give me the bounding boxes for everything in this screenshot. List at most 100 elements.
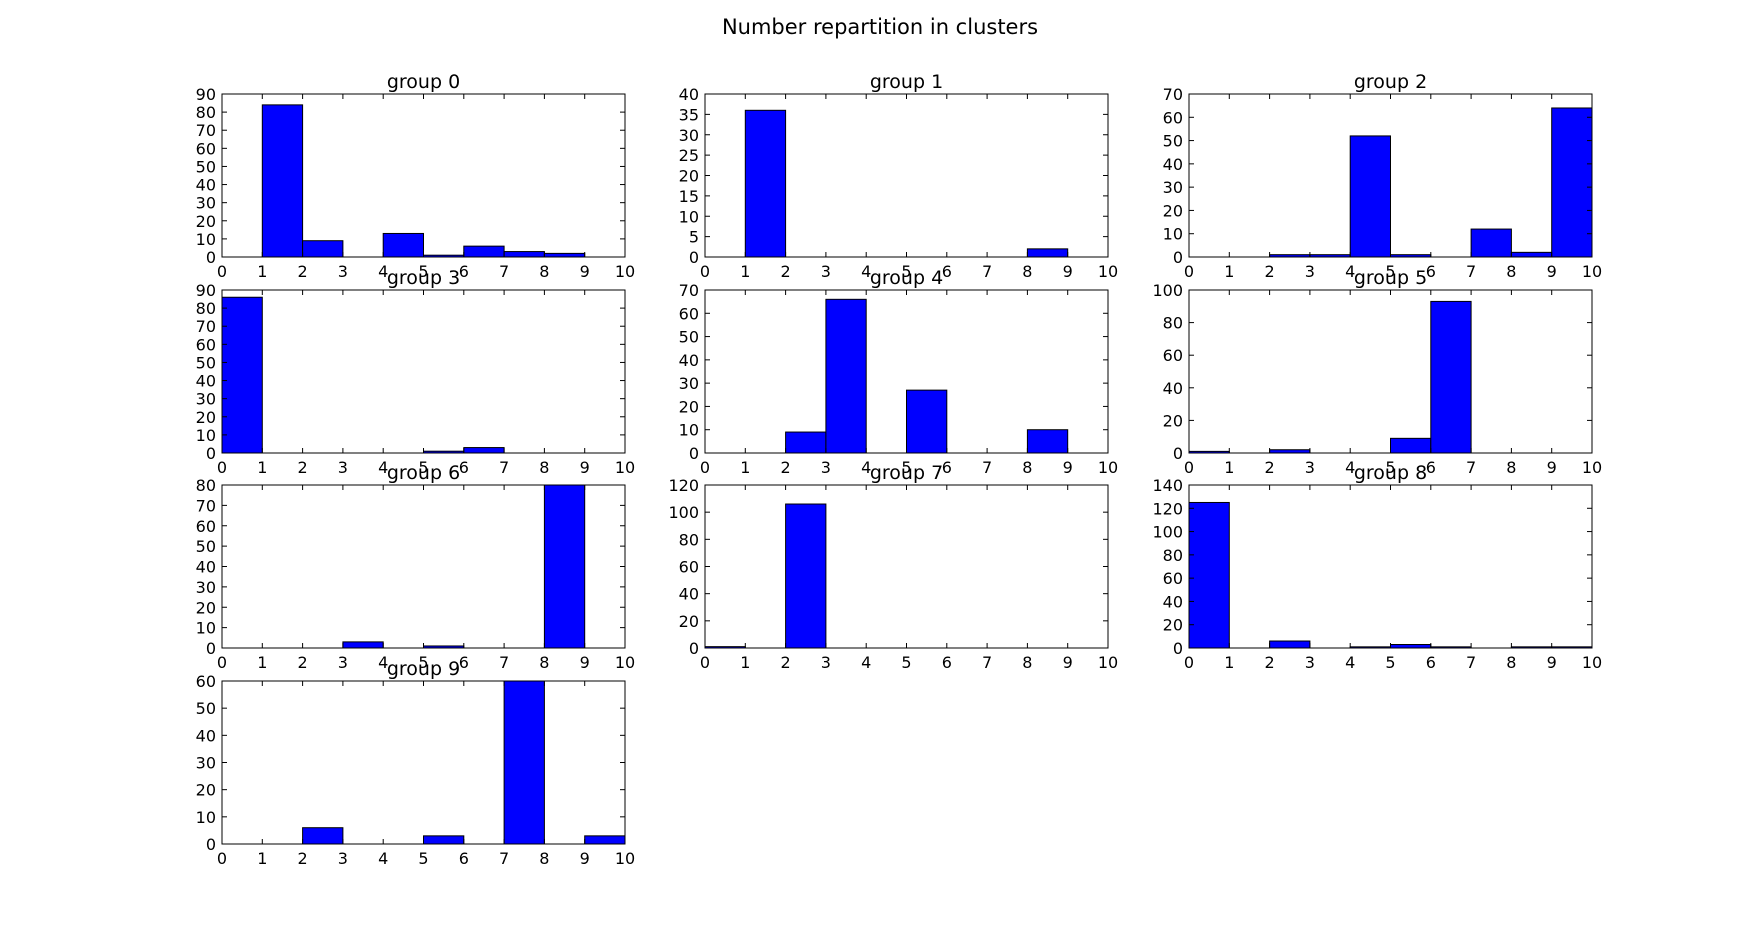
y-tick-label: 40 bbox=[679, 85, 699, 104]
x-tick-label: 4 bbox=[378, 653, 388, 672]
y-tick-label: 30 bbox=[196, 578, 216, 597]
x-tick-label: 9 bbox=[580, 458, 590, 477]
histogram-bar bbox=[744, 109, 787, 258]
y-tick-label: 60 bbox=[196, 335, 216, 354]
x-tick-label: 9 bbox=[1063, 458, 1073, 477]
x-tick-label: 4 bbox=[1345, 262, 1355, 281]
y-tick-label: 60 bbox=[679, 558, 699, 577]
y-tick-label: 20 bbox=[679, 397, 699, 416]
x-tick-label: 6 bbox=[459, 458, 469, 477]
y-tick-label: 20 bbox=[1163, 616, 1183, 635]
x-tick-label: 3 bbox=[1305, 653, 1315, 672]
y-tick-label: 0 bbox=[1173, 639, 1183, 658]
x-tick-label: 7 bbox=[1466, 653, 1476, 672]
x-tick-label: 5 bbox=[1385, 458, 1395, 477]
x-tick-label: 5 bbox=[1385, 653, 1395, 672]
y-tick-label: 50 bbox=[196, 353, 216, 372]
subplot-9: 0 1 2 3 4 5 6 7 8 9 10 0 10 20 30 40 50 60 group 9 bbox=[196, 658, 636, 868]
subplot-title: group 1 bbox=[870, 71, 943, 93]
x-tick-label: 10 bbox=[615, 849, 635, 868]
y-tick-label: 100 bbox=[1152, 523, 1183, 542]
x-tick-label: 7 bbox=[1466, 458, 1476, 477]
x-tick-label: 8 bbox=[539, 653, 549, 672]
y-tick-label: 60 bbox=[196, 517, 216, 536]
x-tick-label: 1 bbox=[257, 849, 267, 868]
histogram-bar bbox=[1390, 644, 1432, 649]
x-tick-label: 2 bbox=[1265, 458, 1275, 477]
x-tick-label: 3 bbox=[1305, 262, 1315, 281]
x-tick-label: 2 bbox=[298, 653, 308, 672]
x-tick-label: 10 bbox=[1098, 458, 1118, 477]
y-tick-label: 50 bbox=[196, 699, 216, 718]
x-tick-label: 9 bbox=[580, 262, 590, 281]
y-tick-label: 10 bbox=[679, 421, 699, 440]
axes-frame bbox=[221, 289, 626, 454]
y-tick-label: 40 bbox=[196, 372, 216, 391]
y-tick-label: 0 bbox=[206, 835, 216, 854]
x-tick-label: 9 bbox=[1063, 653, 1073, 672]
y-tick-label: 40 bbox=[1163, 592, 1183, 611]
y-tick-label: 30 bbox=[679, 126, 699, 145]
x-tick-label: 10 bbox=[1582, 262, 1602, 281]
y-tick-label: 60 bbox=[1163, 108, 1183, 127]
y-tick-label: 30 bbox=[679, 374, 699, 393]
x-tick-label: 10 bbox=[615, 262, 635, 281]
histogram-bar bbox=[825, 298, 867, 454]
y-tick-label: 30 bbox=[196, 390, 216, 409]
x-tick-label: 5 bbox=[418, 458, 428, 477]
x-tick-label: 6 bbox=[459, 262, 469, 281]
histogram-bar bbox=[302, 827, 344, 845]
y-tick-label: 20 bbox=[1163, 411, 1183, 430]
x-tick-label: 0 bbox=[700, 458, 710, 477]
y-tick-label: 100 bbox=[1152, 281, 1183, 300]
y-tick-label: 90 bbox=[196, 85, 216, 104]
y-tick-label: 20 bbox=[679, 612, 699, 631]
x-tick-label: 0 bbox=[217, 262, 227, 281]
histogram-bar bbox=[503, 680, 545, 845]
histogram-bar bbox=[221, 296, 263, 454]
x-tick-label: 4 bbox=[378, 262, 388, 281]
y-tick-label: 100 bbox=[668, 503, 699, 522]
x-tick-label: 8 bbox=[1022, 653, 1032, 672]
x-tick-label: 0 bbox=[217, 849, 227, 868]
x-tick-label: 9 bbox=[1547, 653, 1557, 672]
x-tick-label: 3 bbox=[338, 849, 348, 868]
x-tick-label: 1 bbox=[740, 653, 750, 672]
x-tick-label: 8 bbox=[1506, 653, 1516, 672]
y-tick-label: 0 bbox=[206, 444, 216, 463]
x-tick-label: 1 bbox=[1224, 262, 1234, 281]
x-tick-label: 0 bbox=[217, 458, 227, 477]
x-tick-label: 10 bbox=[1098, 262, 1118, 281]
x-tick-label: 4 bbox=[1345, 653, 1355, 672]
x-tick-label: 10 bbox=[1098, 653, 1118, 672]
y-tick-label: 20 bbox=[196, 598, 216, 617]
y-tick-label: 50 bbox=[196, 537, 216, 556]
x-tick-label: 1 bbox=[1224, 458, 1234, 477]
x-tick-label: 2 bbox=[1265, 262, 1275, 281]
y-tick-label: 0 bbox=[1173, 444, 1183, 463]
y-tick-label: 40 bbox=[1163, 155, 1183, 174]
x-tick-label: 3 bbox=[338, 653, 348, 672]
y-tick-label: 50 bbox=[679, 328, 699, 347]
histogram-bar bbox=[906, 389, 948, 454]
x-tick-label: 5 bbox=[901, 458, 911, 477]
y-tick-label: 5 bbox=[689, 228, 699, 247]
x-tick-label: 5 bbox=[1385, 262, 1395, 281]
subplot-title: group 3 bbox=[387, 267, 460, 289]
subplot-title: group 0 bbox=[387, 71, 460, 93]
x-tick-label: 3 bbox=[821, 458, 831, 477]
y-tick-label: 0 bbox=[206, 639, 216, 658]
x-tick-label: 3 bbox=[1305, 458, 1315, 477]
y-tick-label: 120 bbox=[1152, 499, 1183, 518]
y-tick-label: 80 bbox=[1163, 546, 1183, 565]
x-tick-label: 4 bbox=[861, 653, 871, 672]
x-tick-label: 6 bbox=[459, 653, 469, 672]
axes-frame bbox=[704, 484, 1109, 649]
x-tick-label: 1 bbox=[257, 458, 267, 477]
y-tick-label: 20 bbox=[196, 212, 216, 231]
x-tick-label: 3 bbox=[338, 458, 348, 477]
x-tick-label: 7 bbox=[499, 849, 509, 868]
histogram-bar bbox=[1470, 228, 1512, 258]
